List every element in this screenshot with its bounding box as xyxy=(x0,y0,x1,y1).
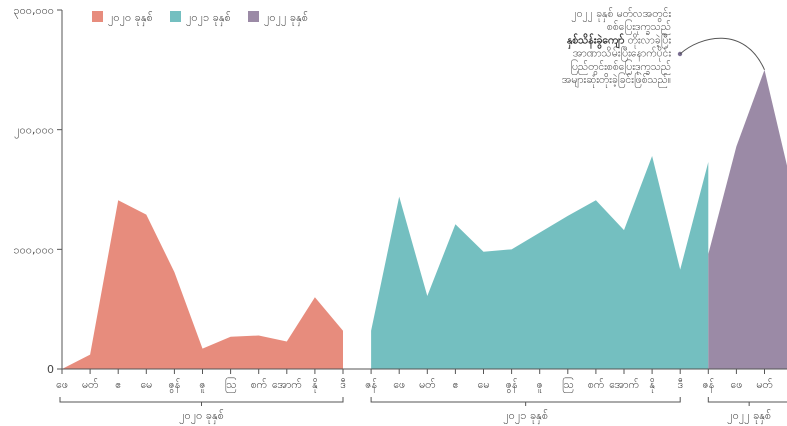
x-tick-label-s2-8: စက် xyxy=(588,378,604,391)
x-tick-label-s2-11: ဒီ xyxy=(677,378,683,391)
x-tick-label-s1-6: ဩ xyxy=(225,377,237,393)
annotation-line-1: ၂၀၂၂ ခုနှစ် မတ်လအတွင်း xyxy=(571,7,671,22)
y-tick-label-1: ၁၀၀,၀၀၀ xyxy=(13,243,54,256)
area-series-3 xyxy=(708,69,787,369)
x-tick-label-s1-7: စက် xyxy=(251,378,267,391)
x-tick-label-s1-1: မတ် xyxy=(82,378,98,391)
x-tick-label-s1-4: ဇွန် xyxy=(169,378,181,393)
x-tick-label-s2-1: ဖေ xyxy=(393,379,405,391)
x-tick-label-s2-7: ဩ xyxy=(562,377,574,393)
legend-swatch-1 xyxy=(92,11,103,22)
x-tick-label-s1-5: ဇူ xyxy=(199,379,205,393)
x-tick-label-s2-0: ဇန် xyxy=(365,378,377,393)
annotation: ၂၀၂၂ ခုနှစ် မတ်လအတွင်းစစ်ပြေးဒုက္ခသည်နှစ… xyxy=(562,7,765,88)
legend-label-1: ၂၀၂၀ ခုနှစ် xyxy=(108,11,153,26)
x-tick-label-s1-9: နို xyxy=(312,378,318,393)
x-tick-label-s2-10: နို xyxy=(649,378,655,393)
x-tick-label-s2-2: မတ် xyxy=(419,378,435,391)
y-tick-label-3: ၃၀၀,၀၀၀ xyxy=(13,4,54,19)
group-bracket-2 xyxy=(370,397,681,403)
annotation-line-6: အများဆုံးတိုးခဲ့ခြင်းဖြစ်သည်။ xyxy=(562,72,671,88)
annotation-line-5: ပြည်တွင်းစစ်ပြေးဒုက္ခသည် xyxy=(570,59,671,75)
area-series-2 xyxy=(371,155,709,369)
x-tick-label-s2-4: မေ xyxy=(478,379,490,391)
x-tick-label-s2-9: အောက် xyxy=(609,378,639,391)
x-tick-label-s3-2: မတ် xyxy=(756,378,772,391)
x-tick-label-s1-10: ဒီ xyxy=(340,378,346,391)
annotation-line-3: နှစ်သိန်းခွဲကျော် တိုးလာခဲ့ပြီး xyxy=(567,32,671,49)
annotation-line-4: အာဏာသိမ်းပြီးနောက်ပိုင်း xyxy=(573,46,672,62)
y-tick-label-0: 0 xyxy=(47,363,54,376)
legend-swatch-3 xyxy=(248,11,259,22)
legend-label-2: ၂၀၂၁ ခုနှစ် xyxy=(186,11,231,26)
group-label-1: ၂၀၂၀ ခုနှစ် xyxy=(179,409,224,424)
group-label-2: ၂၀၂၁ ခုနှစ် xyxy=(503,409,548,424)
area-series-1 xyxy=(62,200,343,369)
legend-label-3: ၂၀၂၂ ခုနှစ် xyxy=(264,11,308,26)
x-tick-label-s1-2: ဧ xyxy=(115,379,121,391)
annotation-line-2: စစ်ပြေးဒုက္ခသည် xyxy=(607,19,671,35)
legend-swatch-2 xyxy=(170,11,181,22)
x-tick-label-s2-5: ဇွန် xyxy=(506,378,518,393)
x-tick-label-s1-8: အောက် xyxy=(272,378,302,391)
group-bracket-3 xyxy=(707,397,787,403)
legend: ၂၀၂၀ ခုနှစ် ၂၀၂၁ ခုနှစ် ၂၀၂၂ ခုနှစ် xyxy=(92,11,308,26)
area-layer xyxy=(62,69,787,369)
group-bracket-1 xyxy=(59,397,344,403)
x-tick-label-s3-1: ဖေ xyxy=(731,379,743,391)
x-tick-label-s3-0: ဇန် xyxy=(702,378,714,393)
x-tick-label-s2-6: ဇူ xyxy=(537,379,543,393)
x-tick-label-s1-3: မေ xyxy=(140,379,152,391)
x-tick-label-s1-0: ဖေ xyxy=(56,379,68,391)
annotation-connector xyxy=(679,37,765,71)
x-tick-label-s2-3: ဧ xyxy=(452,379,458,391)
group-label-3: ၂၀၂၂ ခုနှစ် xyxy=(727,409,771,424)
annotation-suffix-text: တိုးလာခဲ့ပြီး xyxy=(624,32,671,48)
y-tick-label-2: ၂၀၀,၀၀၀ xyxy=(14,124,54,139)
annotation-bold-text: နှစ်သိန်းခွဲကျော် xyxy=(567,33,624,49)
